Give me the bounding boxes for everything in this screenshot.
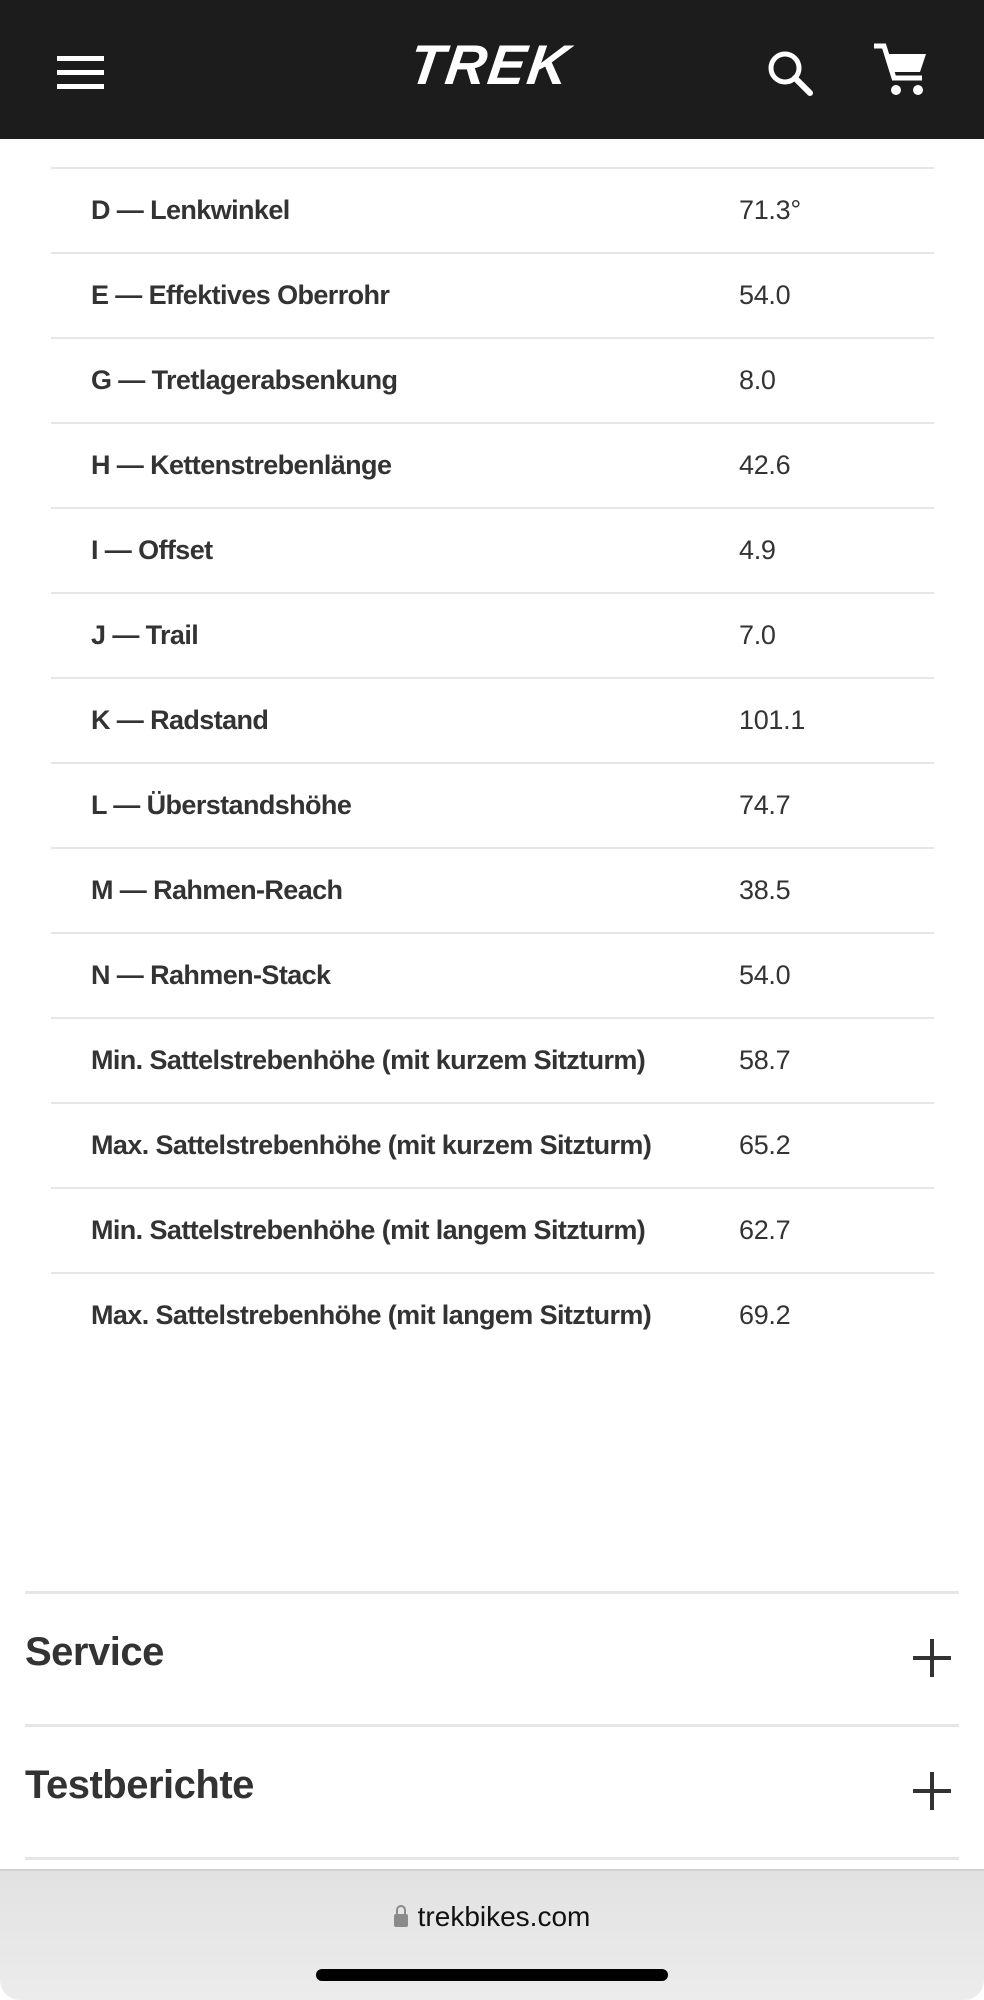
row-label: Max. Sattelstrebenhöhe (mit kurzem Sitzt… <box>91 1130 652 1160</box>
geometry-table: D — Lenkwinkel 71.3° E — Effektives Oberro… <box>51 167 934 1357</box>
row-value: 42.6 <box>739 450 791 480</box>
row-value: 7.0 <box>739 620 776 650</box>
row-label: Min. Sattelstrebenhöhe (mit langem Sitzt… <box>91 1215 646 1245</box>
plus-icon[interactable] <box>913 1639 951 1677</box>
row-label: I — Offset <box>91 535 213 565</box>
row-value: 8.0 <box>739 365 776 395</box>
accordion-title: Testberichte <box>25 1763 254 1807</box>
table-row: Max. Sattelstrebenhöhe (mit langem Sitzt… <box>51 1272 934 1357</box>
row-label: E — Effektives Oberrohr <box>91 280 390 310</box>
table-row: N — Rahmen-Stack 54.0 <box>51 932 934 1017</box>
row-value: 38.5 <box>739 875 791 905</box>
row-value: 101.1 <box>739 705 806 735</box>
row-label: J — Trail <box>91 620 199 650</box>
accordion-divider <box>25 1857 959 1877</box>
table-row: J — Trail 7.0 <box>51 592 934 677</box>
row-label: Max. Sattelstrebenhöhe (mit langem Sitzt… <box>91 1300 652 1330</box>
row-value: 71.3° <box>739 195 801 225</box>
row-label: L — Überstandshöhe <box>91 790 352 820</box>
trek-logo[interactable]: TREK <box>340 38 640 94</box>
site-header: TREK <box>0 0 984 139</box>
row-value: 69.2 <box>739 1300 791 1330</box>
row-value: 74.7 <box>739 790 791 820</box>
lock-icon <box>393 1905 408 1927</box>
row-label: K — Radstand <box>91 705 269 735</box>
row-value: 54.0 <box>739 960 791 990</box>
row-value: 4.9 <box>739 535 776 565</box>
address-bar[interactable]: trekbikes.com <box>0 1901 984 1933</box>
table-row: L — Überstandshöhe 74.7 <box>51 762 934 847</box>
row-label: Min. Sattelstrebenhöhe (mit kurzem Sitzt… <box>91 1045 646 1075</box>
url-text: trekbikes.com <box>417 1901 591 1932</box>
row-label: N — Rahmen-Stack <box>91 960 331 990</box>
home-indicator <box>316 1969 668 1981</box>
table-row: Min. Sattelstrebenhöhe (mit langem Sitzt… <box>51 1187 934 1272</box>
row-label: H — Kettenstrebenlänge <box>91 450 392 480</box>
cart-icon[interactable] <box>870 40 930 100</box>
menu-icon[interactable] <box>57 56 104 90</box>
table-row: K — Radstand 101.1 <box>51 677 934 762</box>
accordion-title: Service <box>25 1630 164 1674</box>
table-row: H — Kettenstrebenlänge 42.6 <box>51 422 934 507</box>
search-icon[interactable] <box>765 48 815 98</box>
table-row: E — Effektives Oberrohr 54.0 <box>51 252 934 337</box>
table-row: G — Tretlagerabsenkung 8.0 <box>51 337 934 422</box>
accordion-service[interactable]: Service <box>25 1591 959 1724</box>
accordion-testberichte[interactable]: Testberichte <box>25 1724 959 1857</box>
table-row: D — Lenkwinkel 71.3° <box>51 167 934 252</box>
row-value: 54.0 <box>739 280 791 310</box>
row-value: 65.2 <box>739 1130 791 1160</box>
svg-text:TREK: TREK <box>406 38 578 94</box>
table-row: Max. Sattelstrebenhöhe (mit kurzem Sitzt… <box>51 1102 934 1187</box>
table-row: Min. Sattelstrebenhöhe (mit kurzem Sitzt… <box>51 1017 934 1102</box>
plus-icon[interactable] <box>913 1772 951 1810</box>
table-row: M — Rahmen-Reach 38.5 <box>51 847 934 932</box>
row-label: M — Rahmen-Reach <box>91 875 343 905</box>
row-label: D — Lenkwinkel <box>91 195 290 225</box>
row-value: 62.7 <box>739 1215 791 1245</box>
table-row: I — Offset 4.9 <box>51 507 934 592</box>
row-value: 58.7 <box>739 1045 791 1075</box>
browser-bottom-bar: trekbikes.com <box>0 1869 984 2000</box>
row-label: G — Tretlagerabsenkung <box>91 365 398 395</box>
